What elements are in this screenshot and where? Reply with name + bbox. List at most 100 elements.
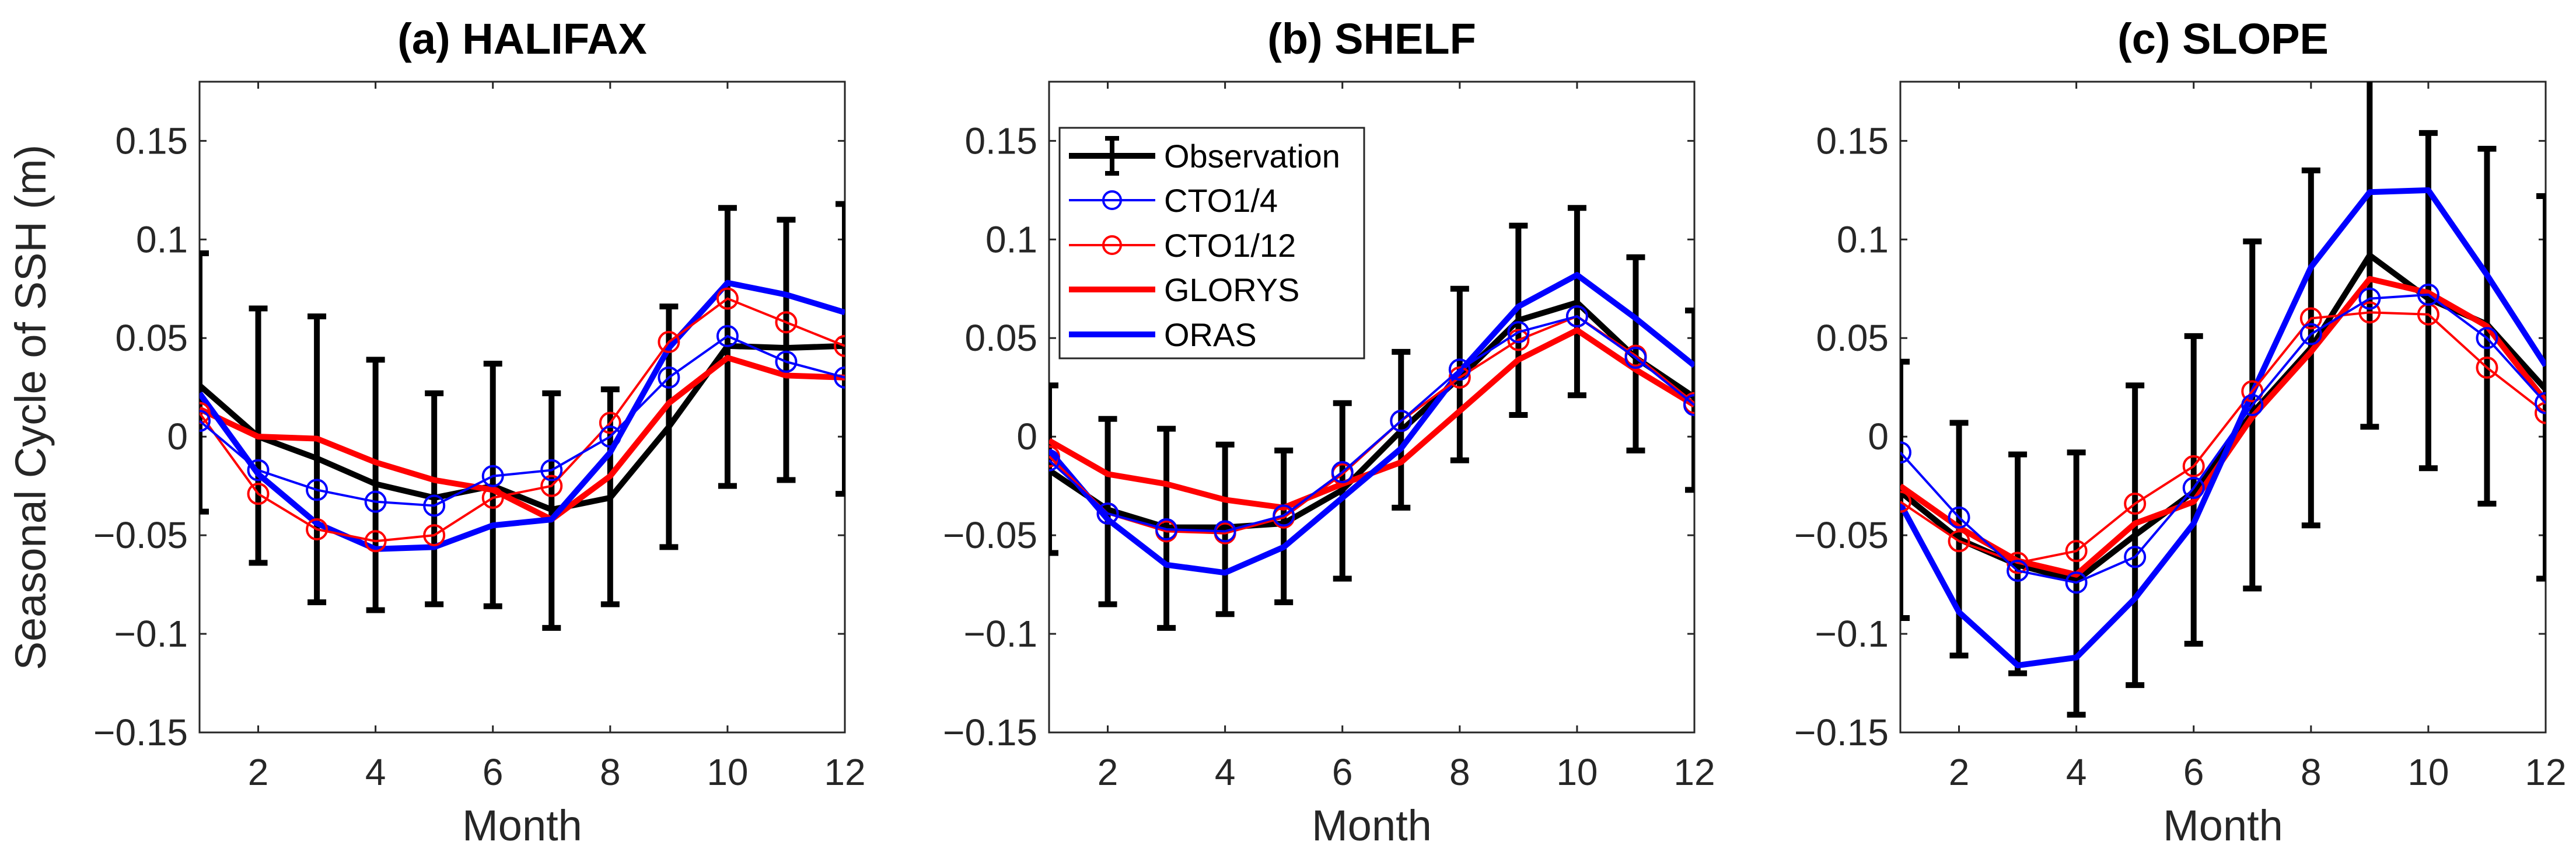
panel-1: (b) SHELF −0.15 −0.1 −0.05 0 0.05 0.1 0.15 2 4 6 8 1… <box>943 15 1715 850</box>
panel-title: (b) SHELF <box>1267 15 1476 63</box>
marker-cto1-12 <box>2182 455 2205 477</box>
marker-cto1-4 <box>658 366 680 389</box>
marker-cto1-4 <box>2476 327 2498 350</box>
series-line-oras <box>1900 187 2546 669</box>
axes-box <box>1899 81 2547 734</box>
x-axis-label: Month <box>2163 801 2283 850</box>
legend-item-cto1-4: CTO1/4 <box>1069 182 1278 219</box>
y-tick-label: −0.1 <box>964 613 1037 655</box>
y-tick-label: −0.05 <box>943 514 1037 556</box>
series-line-observation <box>200 343 845 513</box>
y-tick-label: −0.15 <box>943 711 1037 753</box>
x-tick-label: 6 <box>1332 751 1353 793</box>
y-tick-label: −0.15 <box>1794 711 1889 753</box>
y-axis-label: Seasonal Cycle of SSH (m) <box>6 145 55 671</box>
x-tick-label: 2 <box>248 751 269 793</box>
legend-label: Observation <box>1164 138 1340 175</box>
axes-box <box>198 81 846 734</box>
legend-item-observation: Observation <box>1069 136 1340 176</box>
marker-cto1-12 <box>775 311 798 334</box>
legend-label: GLORYS <box>1164 271 1299 308</box>
marker-cto1-4 <box>599 425 621 448</box>
x-axis-label: Month <box>1312 801 1432 850</box>
marker-cto1-4 <box>540 459 563 481</box>
y-tick-label: −0.1 <box>114 613 188 655</box>
marker-cto1-4 <box>1565 305 1588 328</box>
marker-cto1-12 <box>540 474 563 497</box>
y-tick-label: 0.05 <box>1816 317 1889 359</box>
marker-cto1-12 <box>2124 493 2147 515</box>
marker-cto1-4 <box>1900 441 1911 464</box>
marker-cto1-4 <box>1624 347 1647 369</box>
x-tick-label: 6 <box>483 751 504 793</box>
series-line-cto1-4 <box>1900 293 2546 584</box>
marker-cto1-4 <box>716 324 739 347</box>
marker-cto1-4 <box>2299 323 2322 346</box>
panel-title: (c) SLOPE <box>2117 15 2329 63</box>
marker-cto1-4 <box>1331 461 1354 483</box>
legend-label: ORAS <box>1164 316 1257 353</box>
marker-cto1-4 <box>1155 518 1178 540</box>
legend-marker-icon <box>1102 235 1122 255</box>
y-tick-label: 0.1 <box>1837 218 1889 260</box>
x-tick-label: 10 <box>1556 751 1598 793</box>
x-tick-label: 4 <box>365 751 386 793</box>
series-line-oras <box>200 280 845 552</box>
marker-cto1-4 <box>2007 559 2029 582</box>
panel-0: (a) HALIFAX −0.15 −0.1 −0.05 0 0.05 0.1 0.15 2 4 6… <box>93 15 866 850</box>
plot-area <box>1049 205 1694 631</box>
y-tick-label: 0 <box>167 416 188 458</box>
marker-cto1-12 <box>306 518 328 540</box>
marker-cto1-4 <box>1390 410 1413 432</box>
legend-item-cto1-12: CTO1/12 <box>1069 227 1296 264</box>
legend-marker-icon <box>1102 190 1122 210</box>
x-tick-label: 12 <box>824 751 865 793</box>
marker-cto1-4 <box>2065 571 2088 594</box>
marker-cto1-4 <box>2358 287 2381 310</box>
marker-cto1-12 <box>2065 540 2088 563</box>
marker-cto1-12 <box>247 483 270 505</box>
marker-cto1-12 <box>1507 329 1530 351</box>
y-tick-label: −0.15 <box>93 711 188 753</box>
panel-title: (a) HALIFAX <box>397 15 647 63</box>
legend-label: CTO1/4 <box>1164 182 1278 219</box>
y-tick-label: 0 <box>1868 416 1889 458</box>
x-tick-label: 4 <box>2066 751 2087 793</box>
marker-cto1-4 <box>481 465 504 487</box>
y-tick-label: −0.05 <box>1794 514 1889 556</box>
panel-2: (c) SLOPE −0.15 −0.1 −0.05 0 0.05 0.1 0.15 2 4 6 8 1… <box>1794 15 2567 850</box>
x-tick-label: 4 <box>1215 751 1236 793</box>
x-tick-label: 12 <box>1673 751 1715 793</box>
marker-cto1-12 <box>423 524 446 547</box>
marker-cto1-12 <box>200 402 211 424</box>
y-tick-label: 0.15 <box>964 120 1037 162</box>
marker-cto1-12 <box>599 411 621 434</box>
marker-cto1-4 <box>247 459 270 481</box>
x-axis-label: Month <box>462 801 582 850</box>
y-tick-label: 0.15 <box>115 120 188 162</box>
y-tick-label: 0.1 <box>136 218 188 260</box>
x-tick-label: 12 <box>2525 751 2566 793</box>
x-tick-label: 10 <box>707 751 748 793</box>
marker-cto1-4 <box>2241 394 2264 417</box>
plot-area <box>200 201 845 631</box>
y-tick-label: 0.05 <box>115 317 188 359</box>
marker-cto1-12 <box>481 486 504 509</box>
x-tick-label: 10 <box>2407 751 2449 793</box>
marker-cto1-4 <box>1507 321 1530 344</box>
series-line-glorys <box>200 355 845 523</box>
marker-cto1-4 <box>1683 394 1694 417</box>
marker-cto1-4 <box>200 410 211 432</box>
x-tick-label: 2 <box>1097 751 1119 793</box>
legend-item-oras: ORAS <box>1069 316 1257 353</box>
marker-cto1-12 <box>1948 530 1970 553</box>
marker-cto1-12 <box>2358 301 2381 324</box>
marker-cto1-12 <box>2299 307 2322 330</box>
series-line-oras <box>1049 272 1694 576</box>
marker-cto1-4 <box>1049 449 1060 472</box>
marker-cto1-4 <box>423 494 446 517</box>
marker-cto1-12 <box>1900 490 1911 513</box>
plot-area <box>1900 82 2546 718</box>
legend-label: CTO1/12 <box>1164 227 1296 264</box>
